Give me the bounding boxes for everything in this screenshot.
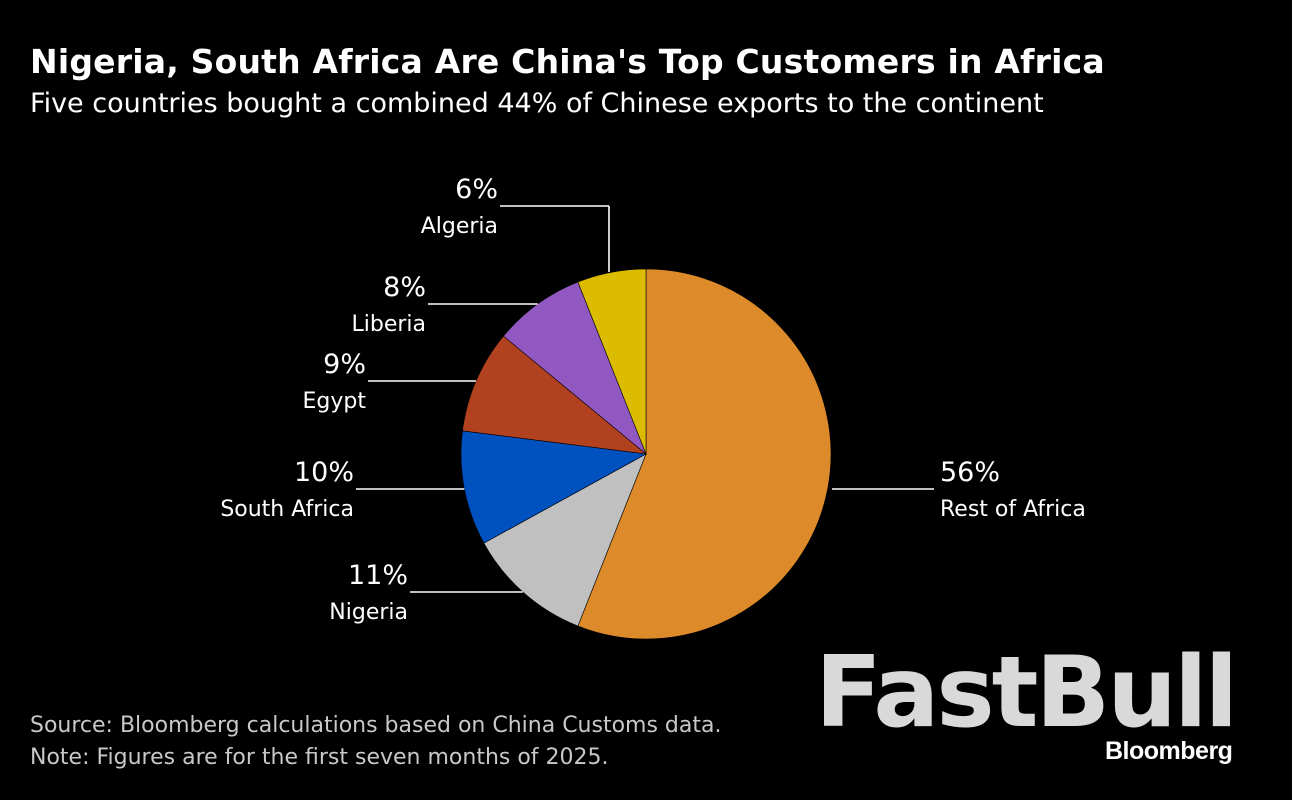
bloomberg-logo: Bloomberg	[1105, 737, 1233, 765]
source-note: Source: Bloomberg calculations based on …	[30, 713, 722, 738]
watermark-logo: FastBull	[815, 636, 1238, 750]
value-label-nigeria: 11%	[348, 560, 408, 591]
value-label-rest-of-africa: 56%	[940, 457, 1000, 488]
category-label-liberia: Liberia	[351, 312, 426, 337]
value-label-algeria: 6%	[455, 174, 498, 205]
category-label-egypt: Egypt	[303, 389, 367, 414]
value-label-egypt: 9%	[323, 349, 366, 380]
value-label-liberia: 8%	[383, 272, 426, 303]
chart-subtitle: Five countries bought a combined 44% of …	[30, 88, 1044, 119]
pie-slice-rest-of-africa	[577, 268, 832, 640]
chart-title: Nigeria, South Africa Are China's Top Cu…	[30, 42, 1105, 81]
pie-slice-algeria	[577, 268, 647, 455]
value-label-south-africa: 10%	[294, 457, 354, 488]
category-label-south-africa: South Africa	[220, 497, 354, 522]
pie-slice-nigeria	[483, 453, 647, 627]
category-label-nigeria: Nigeria	[329, 600, 408, 625]
category-label-algeria: Algeria	[421, 214, 498, 239]
pie-slice-south-africa	[460, 430, 647, 544]
figures-note: Note: Figures are for the first seven mo…	[30, 745, 609, 770]
pie-slice-egypt	[462, 335, 647, 455]
category-label-rest-of-africa: Rest of Africa	[940, 497, 1086, 522]
